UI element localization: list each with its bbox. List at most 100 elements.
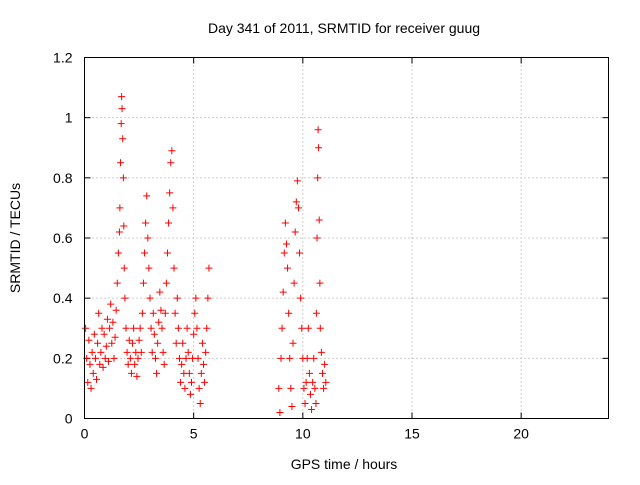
data-point [186,390,194,398]
data-point [320,384,328,392]
data-point [313,234,321,242]
data-point [185,369,193,377]
data-point [321,360,329,368]
data-point [300,384,308,392]
data-point [107,300,115,308]
data-point [290,279,298,287]
data-point [280,249,288,257]
data-point [82,324,90,332]
data-point [103,315,111,323]
y-tick-label: 0.2 [53,350,73,366]
data-point [302,378,310,386]
data-point [133,372,141,380]
data-point [129,339,137,347]
data-point [94,339,102,347]
data-point [105,357,113,365]
data-point [163,249,171,257]
x-axis-label: GPS time / hours [291,456,398,472]
data-point [316,324,324,332]
data-point [126,354,134,362]
data-point [165,219,173,227]
data-point [317,348,325,356]
data-point [146,294,154,302]
y-tick-label: 0 [65,411,73,427]
data-point [86,360,94,368]
data-point [284,264,292,272]
data-point [117,159,125,167]
data-point [294,204,302,212]
y-tick-label: 1 [65,110,73,126]
data-point [177,378,185,386]
data-point [153,369,161,377]
data-point [114,249,122,257]
data-point [298,324,306,332]
data-point [181,384,189,392]
chart-title: Day 341 of 2011, SRMTID for receiver guu… [208,20,480,36]
y-tick-label: 1.2 [53,50,73,66]
data-point [106,324,114,332]
data-point [137,348,145,356]
data-point [110,354,118,362]
data-point [205,264,213,272]
data-point [174,324,182,332]
data-point [277,354,285,362]
data-point [108,339,116,347]
data-point [89,369,97,377]
data-point [308,405,316,413]
data-point [316,279,324,287]
data-point [202,348,210,356]
data-point [204,294,212,302]
data-point [127,369,135,377]
data-point [154,339,162,347]
data-point [162,279,170,287]
data-point [118,93,126,101]
data-point [191,309,199,317]
data-point [286,354,294,362]
data-point [120,264,128,272]
data-point [167,159,175,167]
data-point [305,369,313,377]
data-point [120,222,128,230]
data-point [201,378,209,386]
x-tick-label: 0 [81,426,89,442]
data-point [172,339,180,347]
data-point [195,384,203,392]
data-point [293,177,301,185]
data-point [275,384,283,392]
plot-frame [84,57,609,419]
data-point [199,360,207,368]
data-point [119,174,127,182]
data-point [123,348,131,356]
data-point [301,399,309,407]
data-point [296,249,304,257]
data-point [303,354,311,362]
x-tick-label: 15 [404,426,420,442]
data-point [297,294,305,302]
data-point [166,189,174,197]
data-point [97,348,105,356]
data-point [285,309,293,317]
data-point [194,354,202,362]
data-point [135,336,143,344]
x-tick-label: 5 [190,426,198,442]
data-point [131,360,139,368]
data-point [134,354,142,362]
data-point [138,309,146,317]
data-point [141,249,149,257]
data-point [203,324,211,332]
data-point [147,324,155,332]
data-point [116,204,124,212]
y-tick-labels: 0 0.2 0.4 0.6 0.8 1 1.2 [53,50,73,427]
data-point [148,348,156,356]
data-point [184,348,192,356]
data-point [122,324,130,332]
data-point [314,126,322,134]
data-point [315,144,323,152]
data-point [101,354,109,362]
data-point [93,375,101,383]
data-point [314,174,322,182]
data-point [88,348,96,356]
data-point [170,264,178,272]
data-point [119,135,127,143]
